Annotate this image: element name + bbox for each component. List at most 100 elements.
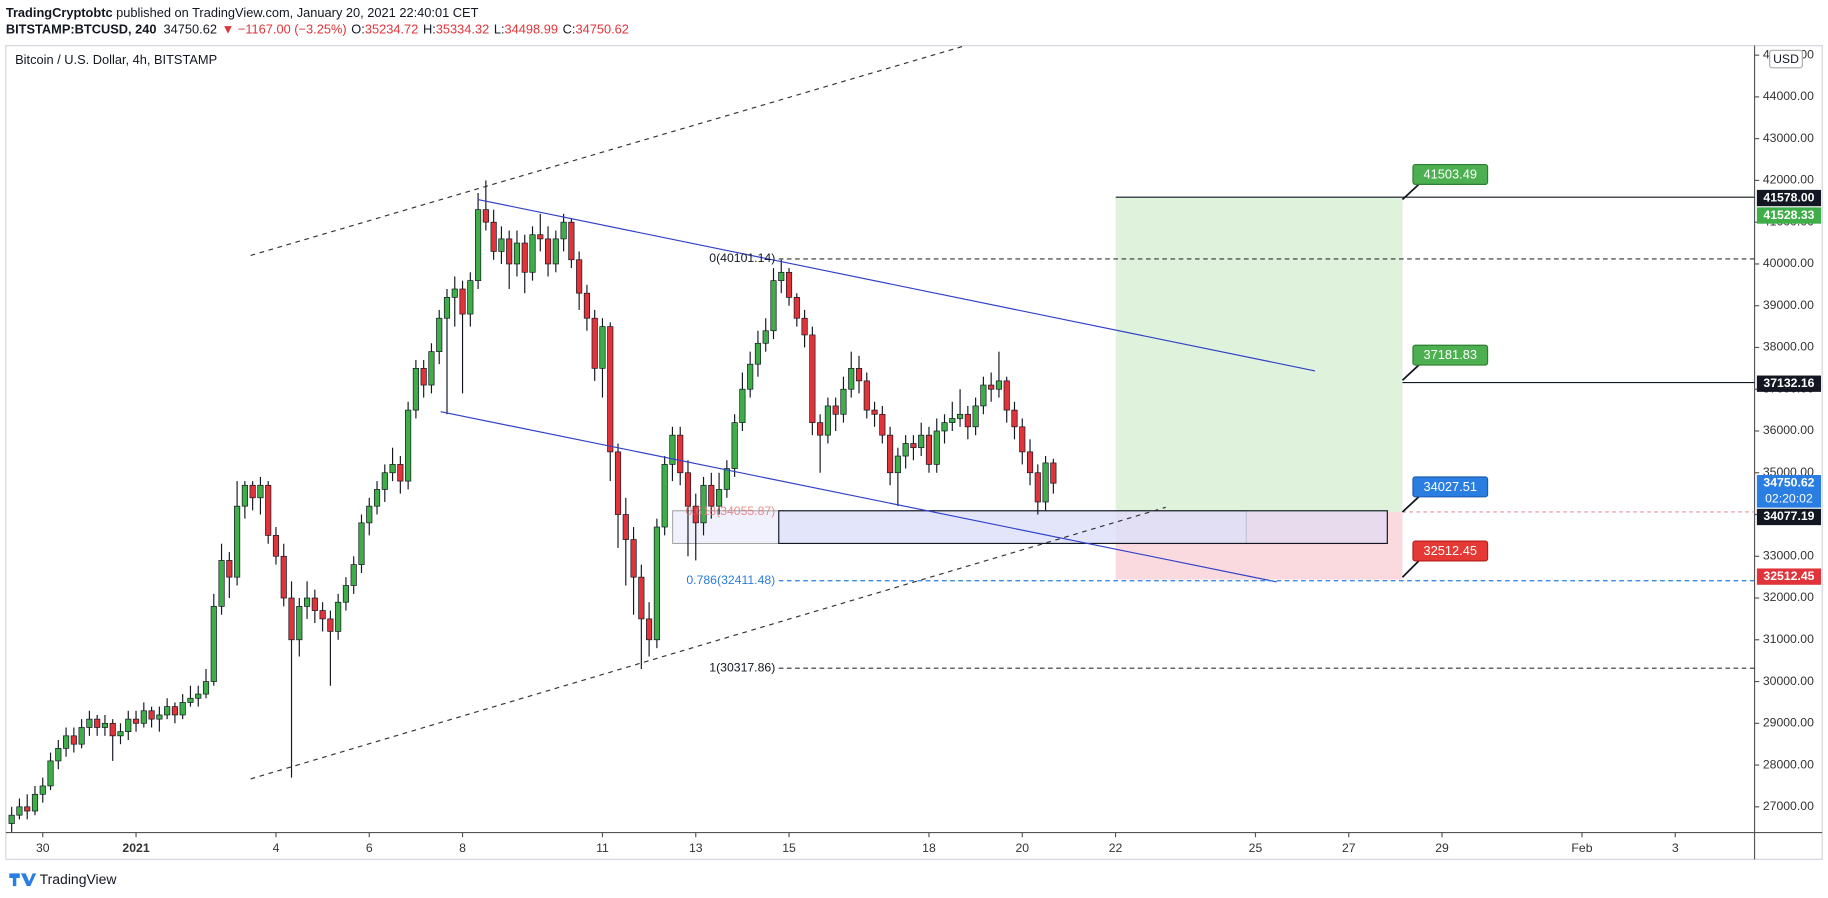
candle-body — [871, 409, 878, 415]
candle-body — [459, 288, 466, 315]
candle-body — [902, 443, 909, 457]
candle-body — [653, 526, 660, 641]
candle-body — [840, 388, 847, 415]
price-tag-label: 34077.19 — [1763, 509, 1814, 523]
candle-body — [226, 560, 233, 578]
candle-body — [1011, 409, 1018, 428]
published: published on TradingView.com, January 20… — [116, 6, 478, 21]
candle-body — [956, 413, 964, 419]
candle-body — [179, 702, 186, 716]
x-tick-label: 25 — [1249, 841, 1263, 855]
candle-body — [988, 384, 995, 390]
candle-body — [785, 271, 793, 298]
candle-body — [716, 489, 723, 507]
y-tick-label: 39000.00 — [1763, 298, 1814, 312]
candle-body — [8, 814, 15, 824]
candle-body — [941, 422, 948, 432]
chart-title: Bitcoin / U.S. Dollar, 4h, BITSTAMP — [15, 52, 217, 67]
range-box — [778, 510, 1388, 545]
candle-body — [327, 618, 334, 632]
symbol-line: BITSTAMP:BTCUSD, 240 34750.62 ▼ −1167.00 (… — [6, 22, 629, 37]
candle-body — [265, 484, 272, 536]
candle-body — [933, 430, 940, 465]
candle-body — [754, 342, 762, 365]
candle-body — [638, 576, 645, 620]
candle-body — [187, 697, 194, 703]
candle-body — [646, 618, 653, 641]
candle-body — [591, 317, 598, 369]
candle-body — [140, 710, 147, 724]
price-tag — [1756, 207, 1822, 224]
candle-body — [288, 597, 295, 641]
trend-line — [440, 411, 1277, 583]
ohlc-key: C: — [563, 22, 576, 37]
currency: USD — [1773, 52, 1799, 66]
author: TradingCryptobtc — [6, 6, 113, 21]
candle-body — [778, 271, 785, 281]
x-tick-label: 29 — [1435, 841, 1449, 855]
candle-body — [482, 209, 489, 223]
candle-body — [443, 297, 451, 319]
candle-body — [506, 238, 513, 265]
channel-line — [250, 45, 966, 257]
candle-body — [677, 434, 684, 474]
candle-body — [303, 597, 311, 607]
candle-body — [257, 484, 264, 499]
candle-body — [894, 455, 901, 474]
x-tick-label: 20 — [1015, 841, 1029, 855]
candle-body — [576, 259, 583, 294]
candle-body — [70, 735, 77, 745]
y-tick-label: 36000.00 — [1763, 423, 1814, 437]
fib-label: 0(40101.14) — [709, 251, 775, 265]
candle-body — [39, 785, 46, 795]
axes: 27000.00 28000.00 29000.00 30000.00 31000.00… — [36, 47, 1822, 855]
ohlc-value: 35334.32 — [436, 22, 489, 37]
price-tag — [1756, 508, 1822, 526]
candle-body — [78, 727, 85, 745]
price-tag — [1756, 375, 1822, 392]
candle-body — [218, 560, 225, 607]
candle-body — [599, 326, 606, 369]
candle-body — [521, 242, 528, 273]
fib-label: 0.786(32411.48) — [686, 573, 775, 587]
candle-body — [972, 405, 979, 428]
candle-body — [373, 489, 381, 507]
candle-body — [210, 606, 217, 682]
candle-body — [24, 806, 31, 812]
y-tick-label: 31000.00 — [1763, 632, 1814, 646]
candle-body — [428, 351, 435, 386]
candle-body — [490, 221, 497, 252]
brand: TradingView — [40, 871, 118, 887]
candle-body — [132, 718, 140, 724]
candle-body — [451, 288, 458, 298]
candle-body — [793, 297, 800, 319]
trend-line — [477, 198, 1316, 372]
candle-body — [669, 434, 676, 465]
candle-body — [544, 238, 552, 265]
candle-body — [630, 539, 637, 578]
candle-body — [405, 409, 412, 482]
candle-body — [1026, 451, 1034, 474]
channel-line — [250, 506, 1166, 780]
candle-body — [723, 468, 730, 490]
candle-body — [1042, 462, 1049, 503]
candle-body — [420, 367, 427, 386]
candle-body — [607, 326, 614, 453]
candle-body — [249, 484, 256, 499]
brand-logo — [9, 873, 37, 887]
candle-body — [311, 597, 318, 611]
candle-body — [125, 718, 132, 733]
price-tag-label: 41528.33 — [1763, 208, 1814, 222]
candle-body — [467, 280, 474, 315]
candle-body — [731, 422, 738, 469]
x-tick-label: 22 — [1109, 841, 1123, 855]
candle-body — [552, 238, 559, 265]
candle-body — [319, 610, 326, 620]
candle-body — [918, 434, 925, 449]
zones — [672, 197, 1403, 580]
candle-body — [560, 221, 567, 240]
candle-body — [296, 606, 303, 641]
candle-body — [529, 234, 536, 273]
y-tick-label: 43000.00 — [1763, 131, 1814, 145]
